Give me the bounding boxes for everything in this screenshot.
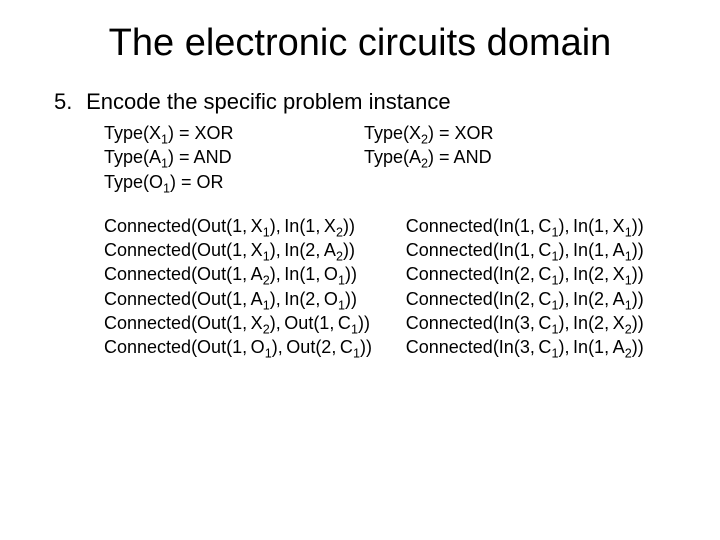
connected-row: Connected(Out(1, X2), Out(1, C1))	[104, 311, 406, 335]
type-row: Type(X1) = XOR	[104, 121, 364, 145]
connected-row: Connected(Out(1, A1), In(2, O1))	[104, 287, 406, 311]
connected-row: Connected(Out(1, X1), In(2, A2))	[104, 238, 406, 262]
type-row: Type(A2) = AND	[364, 145, 624, 169]
connected-row: Connected(In(2, C1), In(2, A1))	[406, 287, 672, 311]
connected-row: Connected(In(2, C1), In(2, X1))	[406, 262, 672, 286]
step-line: 5. Encode the specific problem instance	[48, 89, 672, 115]
connected-row: Connected(In(3, C1), In(2, X2))	[406, 311, 672, 335]
type-declarations: Type(X1) = XORType(A1) = ANDType(O1) = O…	[48, 121, 672, 194]
type-row: Type(O1) = OR	[104, 170, 364, 194]
connected-row: Connected(Out(1, X1), In(1, X2))	[104, 214, 406, 238]
types-right-column: Type(X2) = XORType(A2) = AND	[364, 121, 624, 194]
connected-row: Connected(In(1, C1), In(1, X1))	[406, 214, 672, 238]
connected-row: Connected(In(1, C1), In(1, A1))	[406, 238, 672, 262]
step-text: Encode the specific problem instance	[86, 89, 450, 114]
step-number: 5.	[54, 89, 80, 115]
type-row: Type(X2) = XOR	[364, 121, 624, 145]
connected-row: Connected(Out(1, A2), In(1, O1))	[104, 262, 406, 286]
connected-row: Connected(In(3, C1), In(1, A2))	[406, 335, 672, 359]
slide: The electronic circuits domain 5. Encode…	[0, 0, 720, 540]
type-row: Type(A1) = AND	[104, 145, 364, 169]
connected-row: Connected(Out(1, O1), Out(2, C1))	[104, 335, 406, 359]
page-title: The electronic circuits domain	[48, 22, 672, 65]
connected-declarations: Connected(Out(1, X1), In(1, X2))Connecte…	[48, 214, 672, 360]
connected-right-column: Connected(In(1, C1), In(1, X1))Connected…	[406, 214, 672, 360]
types-left-column: Type(X1) = XORType(A1) = ANDType(O1) = O…	[104, 121, 364, 194]
connected-left-column: Connected(Out(1, X1), In(1, X2))Connecte…	[104, 214, 406, 360]
